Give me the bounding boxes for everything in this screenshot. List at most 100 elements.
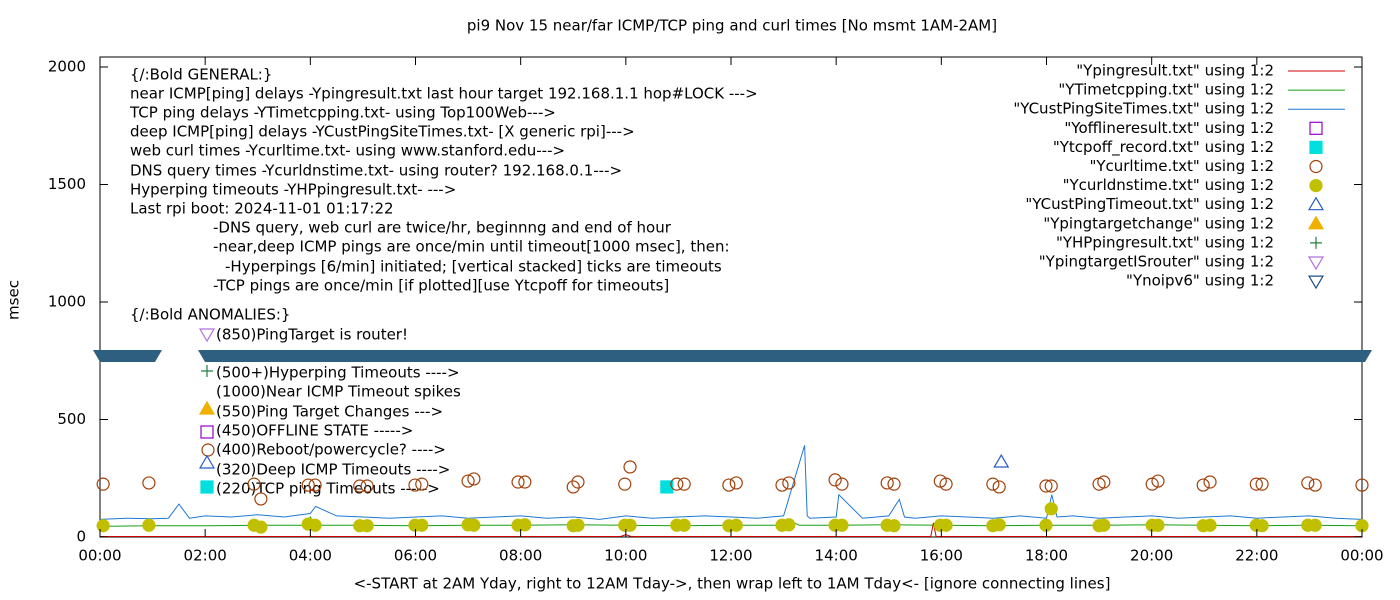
legend-label: "Ynoipv6" using 1:2 (1126, 272, 1274, 290)
legend-label: "Ypingresult.txt" using 1:2 (1076, 62, 1274, 80)
symbol (201, 443, 215, 457)
point (1308, 518, 1322, 532)
annotations: {/:Bold GENERAL:} near ICMP[ping] delays… (129, 66, 758, 498)
point (467, 472, 481, 486)
point (571, 518, 585, 532)
x-tick-label: 16:00 (920, 547, 963, 565)
symbol (198, 328, 216, 343)
point (722, 478, 736, 492)
point (670, 477, 684, 491)
point (1044, 479, 1058, 493)
point (1039, 518, 1053, 532)
legend-swatch (1309, 159, 1323, 174)
legend-label: "YTimetcpping.txt" using 1:2 (1058, 81, 1274, 99)
annotation: Hyperping timeouts -YHPpingresult.txt- -… (130, 181, 456, 199)
point (1203, 518, 1217, 532)
annotation: (1000)Near ICMP Timeout spikes (216, 383, 461, 401)
point (1203, 475, 1217, 489)
legend-label: "Ycurldnstime.txt" using 1:2 (1063, 176, 1274, 194)
point (142, 518, 156, 532)
annotation: (850)PingTarget is router! (216, 326, 408, 344)
point (353, 479, 367, 493)
point (1097, 475, 1111, 489)
point (939, 477, 953, 491)
x-tick-label: 10:00 (604, 547, 647, 565)
point (992, 518, 1006, 532)
point (729, 476, 743, 490)
point (254, 492, 268, 506)
point (1355, 478, 1369, 492)
annotation: -DNS query, web curl are twice/hr, begin… (213, 219, 672, 237)
chart-title: pi9 Nov 15 near/far ICMP/TCP ping and cu… (467, 17, 997, 35)
point (887, 477, 901, 491)
series-line (99, 445, 1363, 520)
legend-label: "Ycurltime.txt" using 1:2 (1089, 157, 1274, 175)
point (623, 518, 637, 532)
annotation: {/:Bold ANOMALIES:} (130, 306, 290, 324)
annotation: deep ICMP[ping] delays -YCustPingSiteTim… (130, 123, 635, 141)
point (360, 519, 374, 533)
point (782, 476, 796, 490)
y-tick-label: 2000 (48, 58, 86, 76)
point (1255, 519, 1269, 533)
legend-label: "Ytcpoff_record.txt" using 1:2 (1053, 138, 1274, 157)
x-tick-label: 04:00 (289, 547, 332, 565)
symbol (201, 365, 213, 377)
x-tick-label: 18:00 (1025, 547, 1068, 565)
annotation: (320)Deep ICMP Timeouts ----> (216, 461, 450, 479)
x-axis-label: <-START at 2AM Yday, right to 12AM Tday-… (354, 575, 1111, 593)
plot-marks (96, 445, 1369, 537)
point (782, 518, 796, 532)
y-tick-label: 0 (76, 528, 86, 546)
point (1044, 502, 1058, 516)
x-tick-label: 02:00 (184, 547, 227, 565)
annotation: (500+)Hyperping Timeouts ----> (216, 364, 460, 382)
legend-label: "YCustPingTimeout.txt" using 1:2 (1025, 195, 1274, 213)
point (1039, 479, 1053, 493)
x-tick-label: 06:00 (394, 547, 437, 565)
annotation: (550)Ping Target Changes ---> (216, 403, 443, 421)
legend-label: "Yofflineresult.txt" using 1:2 (1064, 119, 1274, 137)
point (729, 518, 743, 532)
point (775, 478, 789, 492)
annotation: TCP ping delays -YTimetcpping.txt- using… (129, 104, 556, 122)
point (247, 477, 261, 491)
band (93, 350, 162, 362)
point (408, 478, 422, 492)
symbol (198, 454, 216, 469)
legend-swatch (1307, 215, 1325, 230)
band (198, 350, 1372, 362)
annotation: Last rpi boot: 2024-11-01 01:17:22 (130, 200, 394, 218)
symbol (198, 400, 216, 415)
point (828, 473, 842, 487)
point (96, 477, 110, 491)
point (1308, 478, 1322, 492)
annotation: DNS query times -Ycurldnstime.txt- using… (130, 162, 622, 180)
legend-swatch (1310, 236, 1322, 249)
point (677, 518, 691, 532)
annotation: (400)Reboot/powercycle? ----> (216, 441, 446, 459)
point (308, 518, 322, 532)
point (986, 477, 1000, 491)
point (887, 519, 901, 533)
y-tick-label: 1000 (48, 293, 86, 311)
legend-swatch (1309, 140, 1323, 154)
legend-swatch (1307, 196, 1325, 211)
y-axis-label: msec (5, 280, 23, 320)
point (660, 480, 674, 494)
point (571, 475, 585, 489)
point (1255, 477, 1269, 491)
annotation: (450)OFFLINE STATE -----> (216, 422, 413, 440)
point (308, 478, 322, 492)
annotation: -Hyperpings [6/min] initiated; [vertical… (225, 258, 722, 276)
legend-swatch (1307, 275, 1325, 290)
x-tick-label: 00:00 (78, 547, 121, 565)
point (415, 477, 429, 491)
point (254, 520, 268, 534)
legend-label: "Ypingtargetchange" using 1:2 (1043, 214, 1274, 232)
point (835, 518, 849, 532)
legend-label: "YpingtargetISrouter" using 1:2 (1039, 253, 1274, 271)
symbol (200, 425, 214, 439)
